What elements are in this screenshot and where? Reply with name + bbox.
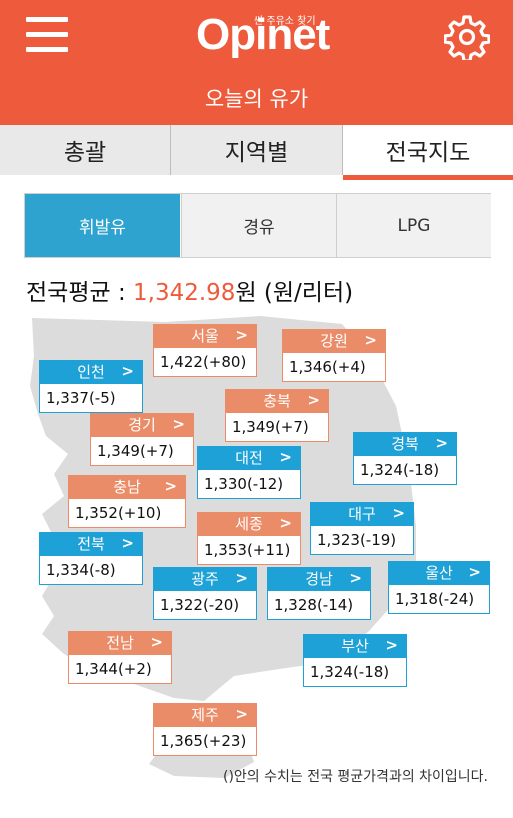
tab-summary[interactable]: 총괄 — [0, 125, 171, 175]
region-price: 1,324(-18) — [303, 657, 407, 687]
region-name: 대전 > — [197, 446, 301, 469]
region-chungbuk[interactable]: 충북 > 1,349(+7) — [225, 389, 329, 442]
region-price: 1,323(-19) — [310, 525, 414, 555]
main-tabs: 총괄 지역별 전국지도 — [0, 125, 513, 180]
national-average-value: 1,342.98 — [133, 280, 236, 306]
fuel-tab-lpg[interactable]: LPG — [336, 194, 491, 257]
region-busan[interactable]: 부산 > 1,324(-18) — [303, 634, 407, 687]
region-price: 1,344(+2) — [68, 654, 172, 684]
region-gyeonggi[interactable]: 경기 > 1,349(+7) — [90, 413, 194, 466]
region-jeonnam[interactable]: 전남 > 1,344(+2) — [68, 631, 172, 684]
opinet-logo[interactable]: Opinet 싼 주유소 찾기 — [196, 6, 330, 62]
national-average: 전국평균 : 1,342.98원 (원/리터) — [26, 273, 353, 307]
region-price: 1,346(+4) — [282, 352, 386, 382]
fuel-tab-gasoline[interactable]: 휘발유 — [25, 194, 180, 257]
region-jeju[interactable]: 제주 > 1,365(+23) — [153, 703, 257, 756]
region-name: 충남 > — [68, 475, 186, 498]
region-name: 부산 > — [303, 634, 407, 657]
region-price: 1,330(-12) — [197, 469, 301, 499]
region-price: 1,352(+10) — [68, 498, 186, 528]
region-name: 서울 > — [153, 324, 257, 347]
region-price: 1,353(+11) — [197, 535, 301, 565]
region-sejong[interactable]: 세종 > 1,353(+11) — [197, 512, 301, 565]
region-jeonbuk[interactable]: 전북 > 1,334(-8) — [39, 532, 143, 585]
page-title: 오늘의 유가 — [204, 87, 309, 111]
region-name: 울산 > — [388, 561, 490, 584]
menu-icon[interactable] — [26, 17, 68, 53]
region-name: 대구 > — [310, 502, 414, 525]
region-gyeongnam[interactable]: 경남 > 1,328(-14) — [267, 567, 371, 620]
region-name: 경기 > — [90, 413, 194, 436]
region-price: 1,337(-5) — [39, 383, 143, 413]
logo-subtitle: 싼 주유소 찾기 — [254, 16, 316, 27]
app-header: Opinet 싼 주유소 찾기 오늘의 유가 — [0, 0, 513, 125]
region-price: 1,322(-20) — [153, 590, 257, 620]
region-ulsan[interactable]: 울산 > 1,318(-24) — [388, 561, 490, 614]
region-name: 제주 > — [153, 703, 257, 726]
gear-icon[interactable] — [444, 14, 490, 60]
tab-national-map[interactable]: 전국지도 — [343, 125, 513, 180]
region-name: 강원 > — [282, 329, 386, 352]
region-gwangju[interactable]: 광주 > 1,322(-20) — [153, 567, 257, 620]
region-name: 세종 > — [197, 512, 301, 535]
region-price: 1,349(+7) — [225, 412, 329, 442]
region-chungnam[interactable]: 충남 > 1,352(+10) — [68, 475, 186, 528]
region-gangwon[interactable]: 강원 > 1,346(+4) — [282, 329, 386, 382]
region-name: 경북 > — [353, 432, 457, 455]
footnote: ()안의 수치는 전국 평균가격과의 차이입니다. — [222, 769, 488, 785]
region-name: 전남 > — [68, 631, 172, 654]
tab-by-region[interactable]: 지역별 — [171, 125, 343, 175]
region-incheon[interactable]: 인천 > 1,337(-5) — [39, 360, 143, 413]
logo-text: Opinet — [196, 10, 330, 59]
fuel-tab-diesel[interactable]: 경유 — [181, 194, 336, 257]
region-price: 1,349(+7) — [90, 436, 194, 466]
fuel-type-selector: 휘발유 경유 LPG — [24, 193, 491, 258]
region-name: 광주 > — [153, 567, 257, 590]
region-price: 1,324(-18) — [353, 455, 457, 485]
region-seoul[interactable]: 서울 > 1,422(+80) — [153, 324, 257, 377]
region-price: 1,328(-14) — [267, 590, 371, 620]
region-price: 1,318(-24) — [388, 584, 490, 614]
national-average-unit: 원 (원/리터) — [235, 280, 354, 306]
korea-map: 서울 > 1,422(+80) 강원 > 1,346(+4) 인천 > 1,337(-… — [24, 316, 490, 786]
region-name: 충북 > — [225, 389, 329, 412]
region-price: 1,365(+23) — [153, 726, 257, 756]
region-price: 1,334(-8) — [39, 555, 143, 585]
region-name: 경남 > — [267, 567, 371, 590]
region-price: 1,422(+80) — [153, 347, 257, 377]
region-name: 전북 > — [39, 532, 143, 555]
national-average-label: 전국평균 : — [26, 280, 134, 306]
region-daegu[interactable]: 대구 > 1,323(-19) — [310, 502, 414, 555]
region-name: 인천 > — [39, 360, 143, 383]
region-gyeongbuk[interactable]: 경북 > 1,324(-18) — [353, 432, 457, 485]
region-daejeon[interactable]: 대전 > 1,330(-12) — [197, 446, 301, 499]
